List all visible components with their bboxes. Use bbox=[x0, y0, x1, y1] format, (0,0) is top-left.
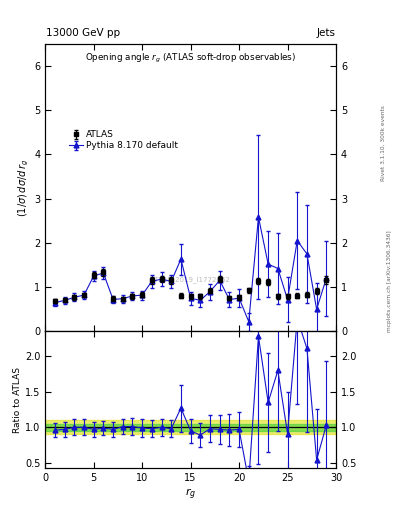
Bar bbox=[45, 424, 336, 431]
Y-axis label: $(1/\sigma)\,d\sigma/d\,r_g$: $(1/\sigma)\,d\sigma/d\,r_g$ bbox=[17, 158, 31, 217]
Y-axis label: Ratio to ATLAS: Ratio to ATLAS bbox=[13, 367, 22, 433]
Legend: ATLAS, Pythia 8.170 default: ATLAS, Pythia 8.170 default bbox=[67, 129, 180, 152]
Bar bbox=[45, 420, 336, 434]
Text: 13000 GeV pp: 13000 GeV pp bbox=[46, 28, 121, 38]
Text: mcplots.cern.ch [arXiv:1306.3436]: mcplots.cern.ch [arXiv:1306.3436] bbox=[387, 231, 392, 332]
Text: ATLAS_2019_I1772062: ATLAS_2019_I1772062 bbox=[151, 276, 230, 283]
Text: Rivet 3.1.10, 300k events: Rivet 3.1.10, 300k events bbox=[381, 105, 386, 181]
Text: Jets: Jets bbox=[317, 28, 336, 38]
Text: Opening angle $r_g$ (ATLAS soft-drop observables): Opening angle $r_g$ (ATLAS soft-drop obs… bbox=[85, 52, 296, 65]
X-axis label: $r_g$: $r_g$ bbox=[185, 486, 196, 502]
